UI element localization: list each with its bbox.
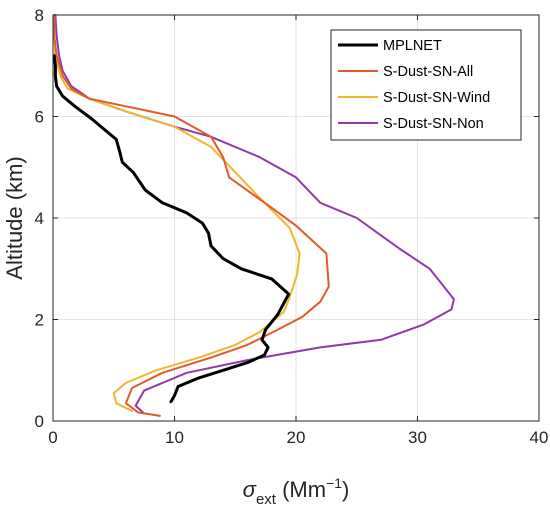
x-axis-label: σext (Mm−1)	[243, 475, 350, 508]
y-tick-label: 0	[35, 412, 44, 431]
x-tick-label: 10	[165, 428, 184, 447]
y-axis-label: Altitude (km)	[2, 156, 27, 279]
x-axis-label-subscript: ext	[256, 491, 277, 508]
legend: MPLNET S-Dust-SN-All S-Dust-SN-Wind S-Dust-…	[330, 29, 522, 141]
x-axis-label-unit: (Mm	[276, 477, 326, 502]
series-lines	[52, 14, 455, 417]
y-tick-label: 8	[35, 6, 44, 25]
x-tick-label: 40	[530, 428, 549, 447]
x-tick-label: 30	[408, 428, 427, 447]
y-tick-label: 2	[35, 311, 44, 330]
legend-box	[330, 29, 522, 141]
series-line-s-dust-sn-non	[54, 14, 455, 415]
series-line-s-dust-sn-wind	[53, 14, 301, 412]
legend-label-s-dust-sn-non: S-Dust-SN-Non	[383, 116, 484, 132]
series-line-mplnet	[52, 54, 291, 404]
axis-ticks: 0 10 20 30 40 0 2 4 6 8	[35, 6, 549, 447]
x-axis-label-superscript: −1	[326, 475, 342, 491]
legend-label-mplnet: MPLNET	[383, 38, 442, 54]
x-tick-label: 20	[287, 428, 306, 447]
x-tick-label: 0	[48, 428, 57, 447]
x-axis-label-close: )	[342, 477, 349, 502]
legend-label-s-dust-sn-wind: S-Dust-SN-Wind	[383, 90, 490, 106]
series-line-s-dust-sn-all	[53, 14, 330, 417]
legend-label-s-dust-sn-all: S-Dust-SN-All	[383, 64, 473, 80]
y-tick-label: 6	[35, 108, 44, 127]
x-axis-label-symbol: σ	[243, 477, 257, 502]
y-tick-label: 4	[35, 209, 44, 228]
